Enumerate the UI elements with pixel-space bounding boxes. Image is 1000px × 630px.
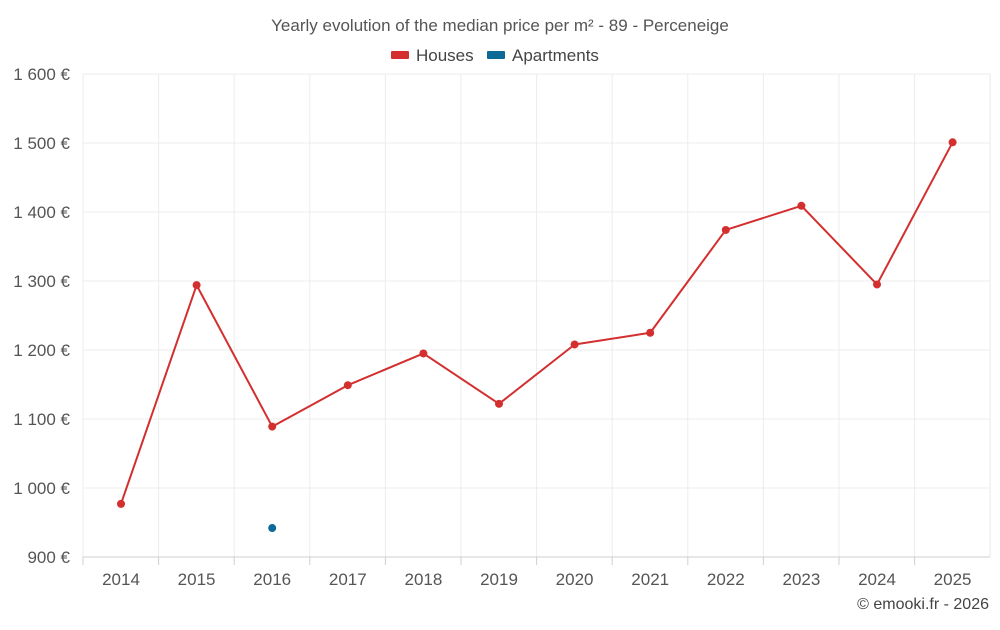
x-tick-label: 2018 [404,570,442,589]
x-tick-label: 2022 [707,570,745,589]
series [117,138,957,533]
y-tick-label: 1 200 € [13,341,70,360]
data-point-houses[interactable] [192,281,201,290]
y-tick-label: 1 500 € [13,134,70,153]
legend-label-houses: Houses [416,46,474,65]
gridlines [82,73,991,557]
data-point-apartments[interactable] [268,524,277,533]
data-point-houses[interactable] [873,280,881,289]
series-line-houses [120,141,954,505]
y-tick-label: 1 600 € [13,65,70,84]
credit-label: © emooki.fr - 2026 [857,596,989,613]
x-tick-label: 2021 [631,570,669,589]
legend-label-apartments: Apartments [512,46,599,65]
data-point-houses[interactable] [343,381,352,390]
legend-item-houses[interactable]: Houses [391,46,474,65]
data-point-houses[interactable] [268,422,277,431]
axes: 900 € 1 000 € 1 100 € 1 200 € 1 300 € 1 400 €… [13,65,990,589]
x-tick-label: 2024 [858,570,896,589]
y-tick-label: 1 400 € [13,203,70,222]
y-tick-label: 1 000 € [13,479,70,498]
y-tick-label: 1 300 € [13,272,70,291]
data-point-houses[interactable] [797,201,806,210]
data-point-houses[interactable] [948,138,957,147]
legend-item-apartments[interactable]: Apartments [487,46,599,65]
x-tick-label: 2016 [253,570,291,589]
x-tick-label: 2015 [178,570,216,589]
data-point-houses[interactable] [495,399,503,408]
x-tick-label: 2020 [556,570,594,589]
y-tick-label: 1 100 € [13,410,70,429]
x-tick-label: 2019 [480,570,518,589]
legend-swatch-houses [391,51,409,59]
x-tick-label: 2014 [102,570,140,589]
data-point-houses[interactable] [721,225,730,234]
chart-title: Yearly evolution of the median price per… [271,16,729,35]
x-tick-label: 2025 [934,570,972,589]
x-tick-label: 2023 [782,570,820,589]
data-point-houses[interactable] [570,340,579,349]
data-point-houses[interactable] [646,328,655,337]
x-tick-label: 2017 [329,570,367,589]
legend-swatch-apartments [487,51,505,59]
data-point-houses[interactable] [117,499,125,508]
y-tick-label: 900 € [27,548,70,567]
legend: Houses Apartments [391,46,599,65]
data-point-houses[interactable] [419,349,428,358]
